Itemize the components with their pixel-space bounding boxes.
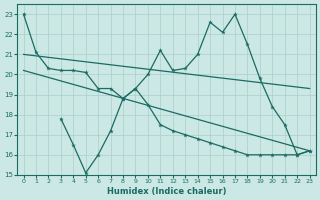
X-axis label: Humidex (Indice chaleur): Humidex (Indice chaleur) xyxy=(107,187,226,196)
